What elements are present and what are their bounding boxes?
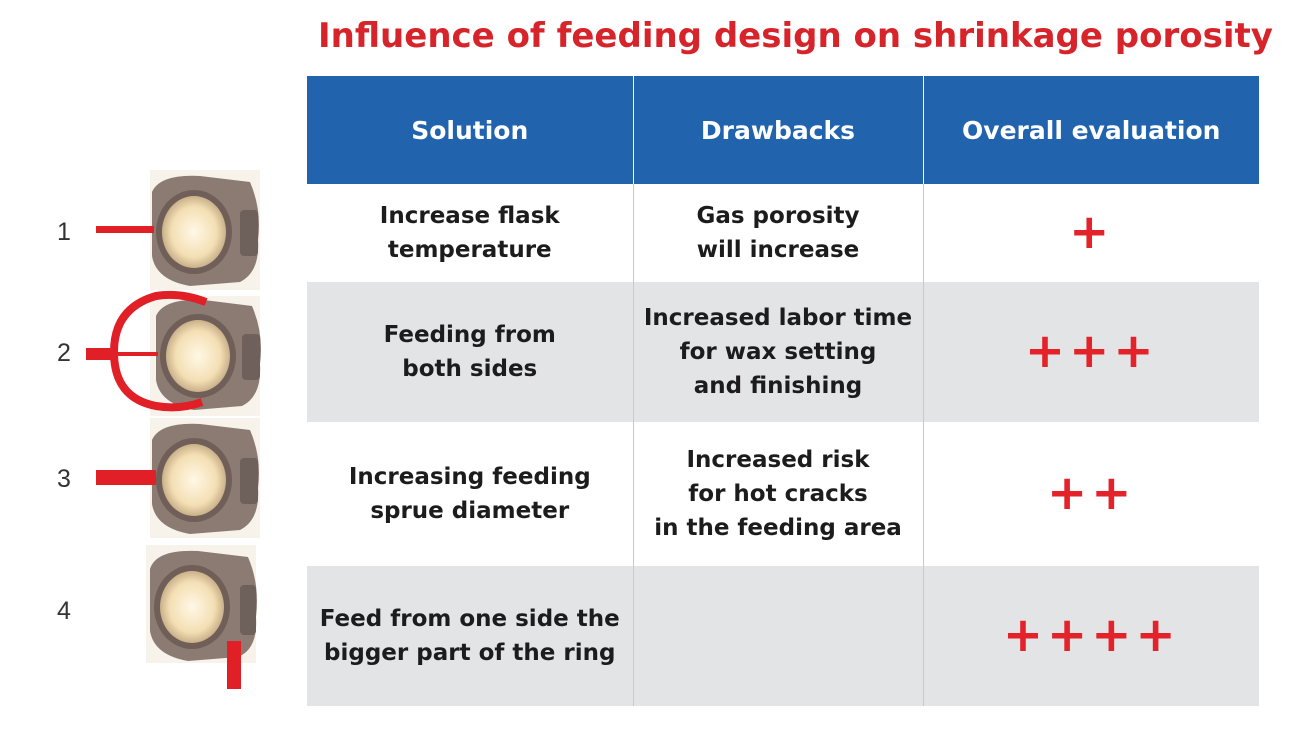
solution-line: bigger part of the ring xyxy=(324,640,616,666)
drawbacks-cell xyxy=(632,566,923,706)
solution-line: sprue diameter xyxy=(370,498,570,524)
table-row: Feed from one side the bigger part of th… xyxy=(307,566,1259,706)
drawbacks-line: and finishing xyxy=(693,373,863,399)
solution-cell: Increase flask temperature xyxy=(307,184,633,282)
ring-image-3 xyxy=(96,418,260,538)
evaluation-plus-rating: +++ xyxy=(1024,323,1158,379)
evaluation-cell: +++ xyxy=(922,282,1259,422)
solution-cell: Feed from one side the bigger part of th… xyxy=(307,566,633,706)
table-row: Increase flask temperature Gas porosity … xyxy=(307,184,1259,282)
row-number-2: 2 xyxy=(57,339,71,367)
solution-line: Feed from one side the xyxy=(319,606,620,632)
evaluation-plus-rating: + xyxy=(1069,204,1114,260)
comparison-table: Solution Drawbacks Overall evaluation In… xyxy=(307,76,1259,706)
header-overall-evaluation: Overall evaluation xyxy=(922,76,1259,184)
evaluation-cell: ++ xyxy=(922,422,1259,566)
row-number-3: 3 xyxy=(57,465,71,493)
ring-image-1 xyxy=(96,170,260,290)
solution-cell: Feeding from both sides xyxy=(307,282,633,422)
solution-line: both sides xyxy=(402,356,538,382)
table-row: Feeding from both sides Increased labor … xyxy=(307,282,1259,422)
evaluation-plus-rating: ++ xyxy=(1047,465,1136,521)
evaluation-cell: + xyxy=(922,184,1259,282)
table-row: Increasing feeding sprue diameter Increa… xyxy=(307,422,1259,566)
solution-line: Increase flask xyxy=(379,203,560,229)
ring-image-2 xyxy=(86,290,261,416)
drawbacks-line: for hot cracks xyxy=(688,481,868,507)
header-drawbacks: Drawbacks xyxy=(632,76,923,184)
drawbacks-cell: Increased labor time for wax setting and… xyxy=(632,282,923,422)
drawbacks-line: will increase xyxy=(696,237,860,263)
solution-line: Increasing feeding xyxy=(348,464,591,490)
drawbacks-line: for wax setting xyxy=(679,339,877,365)
table-header-row: Solution Drawbacks Overall evaluation xyxy=(307,76,1259,184)
drawbacks-cell: Increased risk for hot cracks in the fee… xyxy=(632,422,923,566)
solution-line: temperature xyxy=(387,237,552,263)
evaluation-plus-rating: ++++ xyxy=(1002,607,1180,663)
solution-cell: Increasing feeding sprue diameter xyxy=(307,422,633,566)
evaluation-cell: ++++ xyxy=(922,566,1259,706)
drawbacks-line: in the feeding area xyxy=(654,515,902,541)
solution-line: Feeding from xyxy=(383,322,556,348)
drawbacks-line: Increased labor time xyxy=(643,305,913,331)
drawbacks-line: Gas porosity xyxy=(696,203,860,229)
row-number-4: 4 xyxy=(57,597,71,625)
drawbacks-line: Increased risk xyxy=(686,447,870,473)
ring-image-4 xyxy=(146,545,257,689)
header-solution: Solution xyxy=(307,76,633,184)
page-title: Influence of feeding design on shrinkage… xyxy=(318,16,1273,56)
drawbacks-cell: Gas porosity will increase xyxy=(632,184,923,282)
row-number-1: 1 xyxy=(57,218,71,246)
